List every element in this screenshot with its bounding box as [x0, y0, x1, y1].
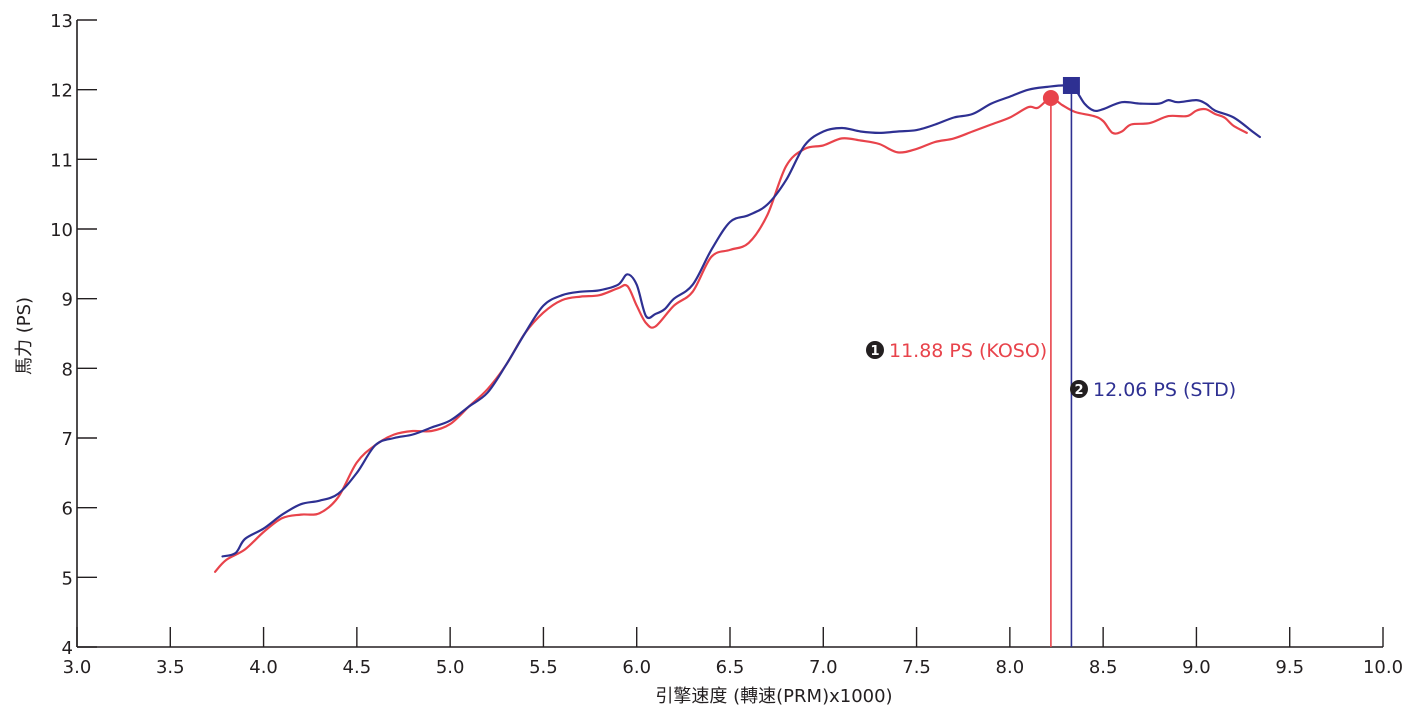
y-tick-label: 12 — [50, 81, 73, 102]
y-axis-ticks: 4 5 6 7 8 9 10 11 12 13 — [50, 11, 97, 659]
y-tick-label: 13 — [50, 11, 73, 32]
annotation-label-std: 12.06 PS (STD) — [1093, 379, 1236, 401]
y-tick-label: 6 — [62, 499, 73, 520]
x-tick-label: 5.0 — [436, 657, 465, 678]
x-tick-label: 7.5 — [902, 657, 931, 678]
x-axis-label: 引擎速度 (轉速(PRM)x1000) — [655, 686, 892, 707]
y-tick-label: 8 — [62, 359, 73, 380]
series-line-std — [221, 84, 1261, 558]
y-tick-label: 7 — [62, 429, 73, 450]
annotation-badge-std — [1070, 380, 1088, 398]
annotation-badge-koso — [866, 341, 884, 359]
peak-marker-koso — [1042, 90, 1059, 107]
x-tick-label: 3.0 — [63, 657, 92, 678]
series-layer — [214, 84, 1261, 573]
peak-marker-std — [1062, 76, 1080, 94]
y-tick-label: 4 — [62, 638, 73, 659]
x-tick-label: 4.5 — [343, 657, 372, 678]
annotation-badge-number: 2 — [1074, 383, 1083, 398]
x-tick-label: 4.0 — [249, 657, 278, 678]
x-tick-label: 8.5 — [1089, 657, 1118, 678]
annotation-badge-number: 1 — [870, 344, 879, 359]
x-tick-label: 7.0 — [809, 657, 838, 678]
x-tick-label: 5.5 — [529, 657, 558, 678]
x-tick-label: 8.0 — [996, 657, 1025, 678]
x-tick-label: 6.0 — [622, 657, 651, 678]
x-tick-label: 6.5 — [716, 657, 745, 678]
y-tick-label: 5 — [62, 568, 73, 589]
y-tick-label: 10 — [50, 220, 73, 241]
series-line-koso — [214, 96, 1248, 573]
y-tick-label: 9 — [62, 290, 73, 311]
x-tick-label: 3.5 — [156, 657, 185, 678]
x-axis-ticks: 3.0 3.5 4.0 4.5 5.0 5.5 6.0 6.5 7.0 7.5 8.0 8.5 9.0 9… — [63, 627, 1403, 678]
y-tick-label: 11 — [50, 150, 73, 171]
y-axis-label: 馬力 (PS) — [14, 297, 35, 375]
x-tick-label: 10.0 — [1363, 657, 1403, 678]
x-tick-label: 9.5 — [1275, 657, 1304, 678]
annotation-label-koso: 11.88 PS (KOSO) — [889, 340, 1047, 362]
annotation-layer: 1 11.88 PS (KOSO) 2 12.06 PS (STD) — [866, 76, 1236, 647]
x-tick-label: 9.0 — [1182, 657, 1211, 678]
